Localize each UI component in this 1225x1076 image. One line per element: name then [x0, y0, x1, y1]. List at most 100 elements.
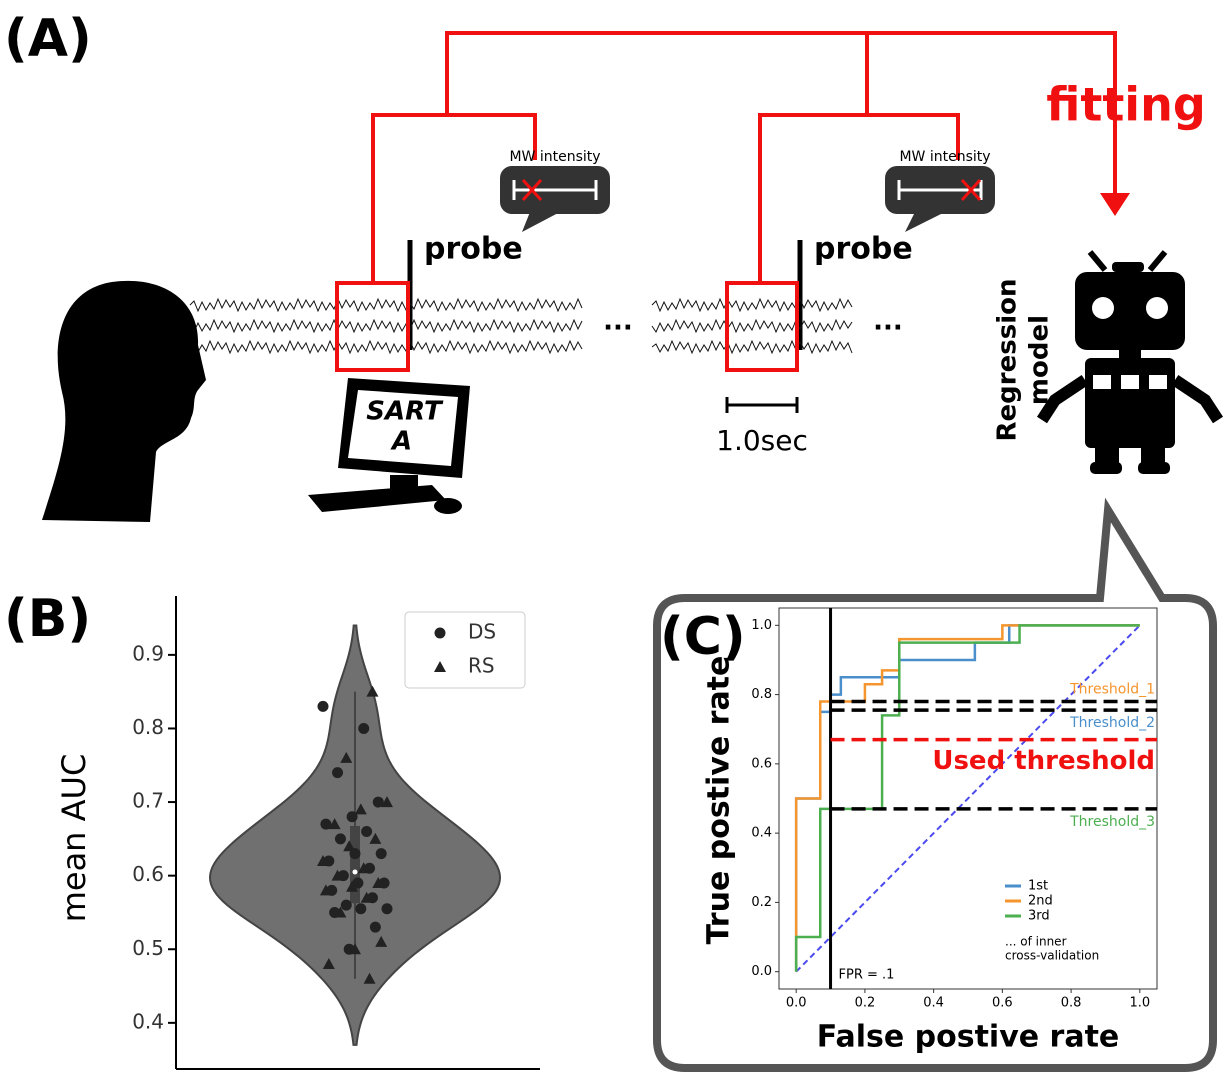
point: [322, 957, 335, 969]
y-tick-label: 0.7: [132, 789, 164, 813]
legend-label: 2nd: [1028, 894, 1053, 909]
bubble: MW intensity: [885, 149, 995, 232]
eeg-trace: [189, 318, 583, 334]
head-icon: [42, 280, 206, 522]
point: [328, 818, 341, 830]
ellipsis: ...: [873, 307, 903, 337]
legend-marker: [434, 661, 446, 672]
window-box: [725, 281, 799, 372]
y-tick-label: 0.6: [132, 862, 164, 886]
point: [346, 811, 358, 823]
point: [346, 880, 359, 892]
y-tick-label: 0.6: [751, 756, 772, 771]
point: [361, 826, 373, 837]
eeg-trace: [189, 297, 583, 313]
point: [354, 803, 367, 815]
bubble-label: MW intensity: [509, 149, 600, 165]
legend-label: 3rd: [1028, 909, 1050, 924]
y-tick-label: 0.2: [751, 895, 772, 910]
panel-label: (A): [4, 9, 92, 69]
y-tick-label: 0.4: [132, 1009, 164, 1033]
window-box: [335, 281, 410, 372]
x-axis-label: False postive rate: [817, 1020, 1120, 1055]
screen-text: A: [390, 427, 412, 457]
threshold-label: Threshold_1: [1069, 682, 1155, 698]
y-axis-label: True postive rate: [702, 656, 737, 945]
legend-label: DS: [468, 620, 496, 644]
y-axis-label: mean AUC: [55, 754, 93, 923]
point: [366, 685, 379, 697]
scale-label: 1.0sec: [716, 424, 808, 457]
y-tick-label: 0.0: [751, 964, 772, 979]
model-label: model: [1025, 315, 1055, 405]
bubble: MW intensity: [500, 149, 610, 232]
point: [334, 906, 347, 918]
legend-note: cross-validation: [1005, 949, 1099, 963]
x-tick-label: 0.0: [786, 996, 807, 1011]
probe-label: probe: [424, 232, 523, 267]
threshold-label: Threshold_3: [1069, 814, 1155, 830]
x-tick-label: 0.2: [855, 996, 876, 1011]
eeg-trace: [651, 339, 853, 355]
y-tick-label: 0.8: [132, 715, 164, 739]
arrow-head: [1100, 193, 1130, 216]
panel-label: (B): [4, 589, 91, 649]
x-tick-label: 0.6: [992, 996, 1013, 1011]
point: [355, 903, 367, 915]
point: [369, 921, 381, 933]
panel-b: (B) 0.4 0.5 0.6 0.7 0.8 0.9 mean AUC DS RS: [4, 589, 540, 1070]
legend-note: ... of inner: [1005, 935, 1067, 949]
threshold-label: Used threshold: [932, 746, 1155, 776]
fitting-label: fitting: [1046, 78, 1206, 132]
ellipsis: ...: [603, 307, 633, 337]
panel-label: (C): [660, 607, 746, 667]
legend-marker: [434, 627, 446, 639]
iqr-box: [350, 825, 360, 904]
point: [357, 862, 370, 874]
point: [331, 869, 344, 881]
x-tick-label: 0.8: [1061, 996, 1082, 1011]
point: [317, 854, 329, 866]
chance-line: [795, 624, 1141, 973]
point: [317, 700, 329, 712]
computer-icon: SART A: [308, 378, 470, 514]
model-label: Regression: [993, 279, 1023, 442]
threshold-label: Threshold_2: [1069, 715, 1155, 731]
point: [340, 751, 353, 763]
point: [332, 767, 344, 779]
roc-curve: [794, 624, 1140, 972]
eeg-trace: [651, 318, 853, 334]
bubble-label: MW intensity: [899, 149, 990, 165]
point: [381, 796, 393, 808]
point: [358, 722, 370, 734]
y-tick-label: 0.4: [751, 826, 772, 841]
robot-icon: [1036, 250, 1224, 474]
callout: [653, 497, 1217, 1072]
point: [375, 935, 388, 947]
y-tick-label: 0.5: [132, 936, 164, 960]
point: [381, 903, 393, 915]
x-tick-label: 0.4: [923, 996, 944, 1011]
roc-curve: [794, 624, 1140, 972]
eeg-trace: [651, 297, 853, 313]
legend-label: RS: [468, 654, 495, 678]
point: [369, 832, 382, 844]
y-tick-label: 0.8: [751, 687, 772, 702]
point: [340, 899, 352, 911]
fpr-label: FPR = .1: [839, 968, 895, 983]
fitting-tree: [371, 31, 1117, 283]
point: [352, 877, 364, 889]
point: [360, 891, 373, 903]
point: [372, 877, 385, 889]
plot-frame: [778, 607, 1158, 990]
point: [319, 884, 332, 896]
panel-c: (C) 0.0 0.2 0.4 0.6 0.8 1.0 0.0 0.2 0.4 0.6 0.8 1.0 F…: [660, 607, 1158, 1055]
point: [372, 796, 384, 808]
eeg-trace: [189, 339, 583, 355]
legend-label: 1st: [1028, 879, 1048, 894]
point: [334, 833, 346, 845]
legend-box: [404, 611, 526, 689]
point: [349, 943, 361, 955]
point: [375, 848, 387, 860]
